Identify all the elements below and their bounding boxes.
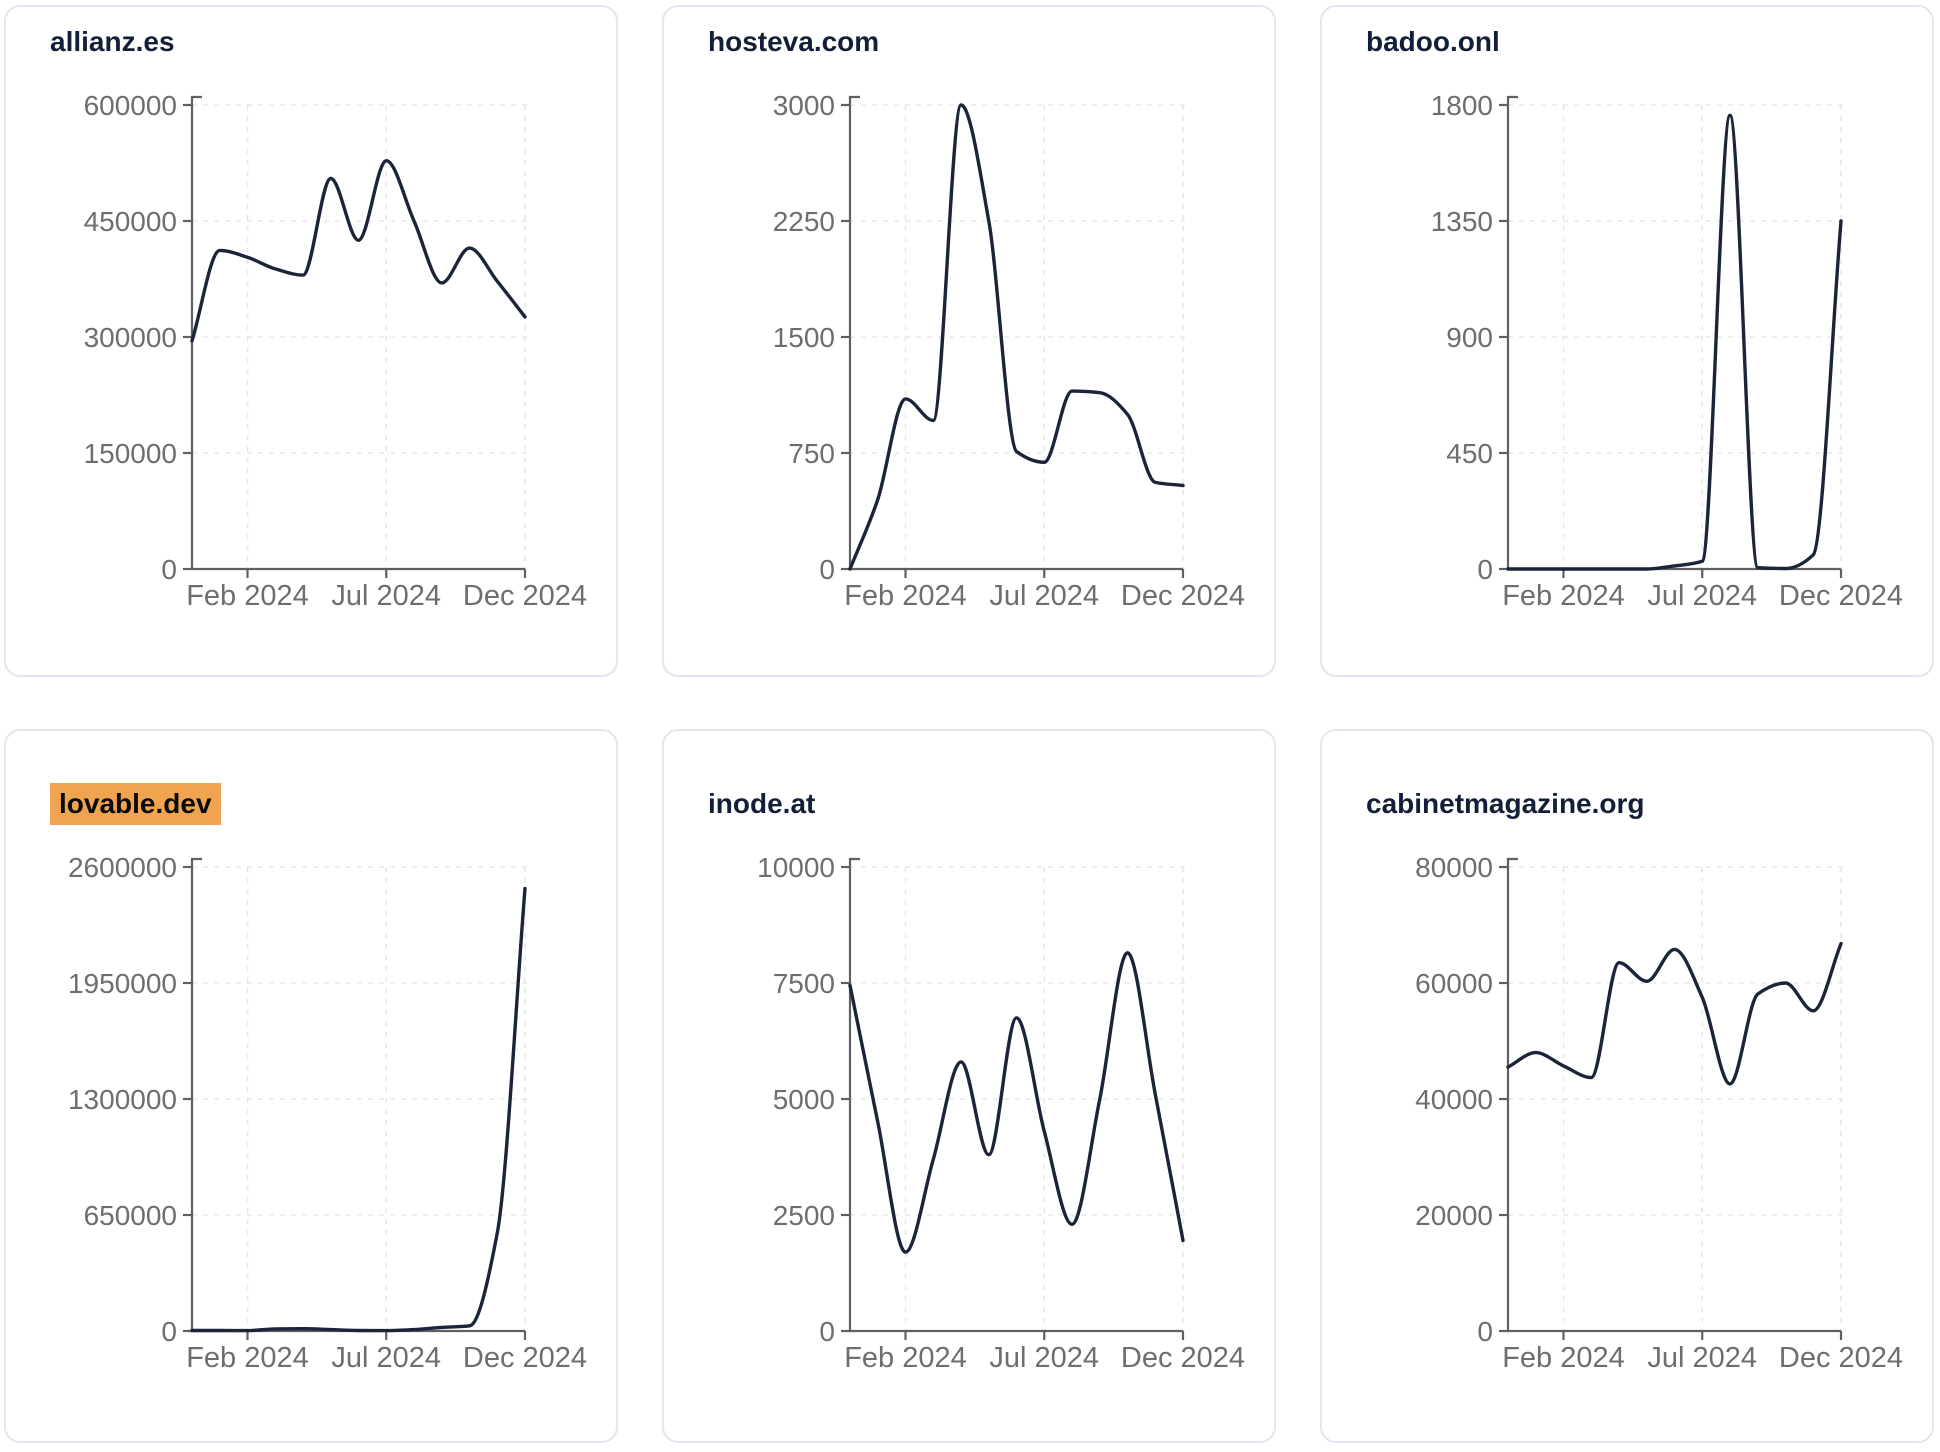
x-tick-label: Dec 2024 bbox=[463, 1342, 587, 1374]
card-title-row: badoo.onl bbox=[1366, 21, 1932, 63]
axis-line bbox=[848, 95, 1183, 571]
y-tick-label: 0 bbox=[161, 554, 177, 585]
chart-card-lovable[interactable]: lovable.dev 2600000 1950000 1300000 650000 0… bbox=[4, 729, 618, 1443]
card-title-row: inode.at bbox=[708, 783, 1274, 825]
axis-line bbox=[1506, 95, 1841, 571]
x-tick-label: Feb 2024 bbox=[844, 580, 967, 612]
traffic-series-line bbox=[190, 886, 527, 1333]
y-tick-label: 300000 bbox=[84, 322, 177, 353]
domain-title: allianz.es bbox=[50, 26, 175, 57]
y-tick-label: 2600000 bbox=[68, 852, 177, 883]
traffic-line-chart: 600000 450000 300000 150000 0 Feb 2024 Jul 202… bbox=[84, 90, 588, 612]
domain-title: badoo.onl bbox=[1366, 26, 1500, 57]
chart-card-hosteva[interactable]: hosteva.com 3000 2250 1500 750 0 Feb 2024 Jul … bbox=[662, 5, 1276, 677]
y-tick-label: 450000 bbox=[84, 206, 177, 237]
traffic-series-line bbox=[848, 103, 1185, 571]
traffic-line-chart: 10000 7500 5000 2500 0 Feb 2024 Jul 2024 Dec 20… bbox=[757, 852, 1245, 1374]
y-tick-label: 150000 bbox=[84, 438, 177, 469]
traffic-line-chart: 80000 60000 40000 20000 0 Feb 2024 Jul 2024 Dec… bbox=[1415, 852, 1903, 1374]
y-tick-label: 2250 bbox=[773, 206, 835, 237]
traffic-series-line bbox=[1506, 113, 1843, 571]
card-title-row: allianz.es bbox=[50, 21, 616, 63]
y-tick-label: 0 bbox=[819, 1316, 835, 1347]
card-title-row: hosteva.com bbox=[708, 21, 1274, 63]
domain-title: hosteva.com bbox=[708, 26, 880, 57]
chart-card-cabinetmagazine[interactable]: cabinetmagazine.org 80000 60000 40000 20000… bbox=[1320, 729, 1934, 1443]
y-tick-label: 600000 bbox=[84, 90, 177, 121]
y-tick-label: 1500 bbox=[773, 322, 835, 353]
y-tick-label: 3000 bbox=[773, 90, 835, 121]
x-tick-label: Jul 2024 bbox=[331, 580, 441, 612]
x-tick-label: Feb 2024 bbox=[186, 580, 309, 612]
x-tick-label: Dec 2024 bbox=[1779, 1342, 1903, 1374]
card-title-row: lovable.dev bbox=[50, 783, 616, 825]
traffic-line-chart: 3000 2250 1500 750 0 Feb 2024 Jul 2024 Dec 2024 bbox=[773, 90, 1245, 612]
x-tick-label: Jul 2024 bbox=[331, 1342, 441, 1374]
traffic-series-line bbox=[1506, 941, 1843, 1086]
y-tick-label: 900 bbox=[1446, 322, 1493, 353]
y-tick-label: 1800 bbox=[1431, 90, 1493, 121]
y-tick-label: 750 bbox=[788, 438, 835, 469]
y-tick-label: 0 bbox=[161, 1316, 177, 1347]
y-tick-label: 10000 bbox=[757, 852, 835, 883]
y-tick-label: 1300000 bbox=[68, 1084, 177, 1115]
x-tick-label: Dec 2024 bbox=[463, 580, 587, 612]
y-tick-label: 650000 bbox=[84, 1200, 177, 1231]
y-tick-label: 7500 bbox=[773, 968, 835, 999]
y-tick-label: 0 bbox=[1477, 1316, 1493, 1347]
y-tick-label: 20000 bbox=[1415, 1200, 1493, 1231]
y-tick-label: 0 bbox=[1477, 554, 1493, 585]
domain-title-highlighted: lovable.dev bbox=[50, 783, 221, 825]
axis-line bbox=[190, 95, 525, 571]
x-tick-label: Feb 2024 bbox=[844, 1342, 967, 1374]
x-tick-label: Dec 2024 bbox=[1779, 580, 1903, 612]
y-tick-label: 2500 bbox=[773, 1200, 835, 1231]
domain-title: inode.at bbox=[708, 788, 816, 819]
card-title-row: cabinetmagazine.org bbox=[1366, 783, 1932, 825]
x-tick-label: Jul 2024 bbox=[1647, 580, 1757, 612]
x-tick-label: Dec 2024 bbox=[1121, 580, 1245, 612]
y-tick-label: 40000 bbox=[1415, 1084, 1493, 1115]
axis-line bbox=[848, 857, 1183, 1333]
axis-line bbox=[190, 857, 525, 1333]
axis-line bbox=[1506, 857, 1841, 1333]
chart-card-badoo[interactable]: badoo.onl 1800 1350 900 450 0 Feb 2024 Jul 202… bbox=[1320, 5, 1934, 677]
y-tick-label: 5000 bbox=[773, 1084, 835, 1115]
y-tick-label: 450 bbox=[1446, 438, 1493, 469]
y-tick-label: 1950000 bbox=[68, 968, 177, 999]
x-tick-label: Feb 2024 bbox=[1502, 580, 1625, 612]
x-tick-label: Dec 2024 bbox=[1121, 1342, 1245, 1374]
domain-title: cabinetmagazine.org bbox=[1366, 788, 1645, 819]
y-tick-label: 1350 bbox=[1431, 206, 1493, 237]
chart-card-inode[interactable]: inode.at 10000 7500 5000 2500 0 Feb 2024 Jul 2… bbox=[662, 729, 1276, 1443]
x-tick-label: Feb 2024 bbox=[1502, 1342, 1625, 1374]
traffic-series-line bbox=[848, 951, 1185, 1254]
traffic-line-chart: 2600000 1950000 1300000 650000 0 Feb 2024 Jul … bbox=[68, 852, 587, 1374]
y-tick-label: 80000 bbox=[1415, 852, 1493, 883]
traffic-series-line bbox=[190, 159, 527, 343]
chart-card-allianz[interactable]: allianz.es 600000 450000 300000 150000 0 Feb … bbox=[4, 5, 618, 677]
x-tick-label: Feb 2024 bbox=[186, 1342, 309, 1374]
y-tick-label: 0 bbox=[819, 554, 835, 585]
x-tick-label: Jul 2024 bbox=[989, 1342, 1099, 1374]
x-tick-label: Jul 2024 bbox=[1647, 1342, 1757, 1374]
y-tick-label: 60000 bbox=[1415, 968, 1493, 999]
traffic-line-chart: 1800 1350 900 450 0 Feb 2024 Jul 2024 Dec 2024 bbox=[1431, 90, 1903, 612]
x-tick-label: Jul 2024 bbox=[989, 580, 1099, 612]
